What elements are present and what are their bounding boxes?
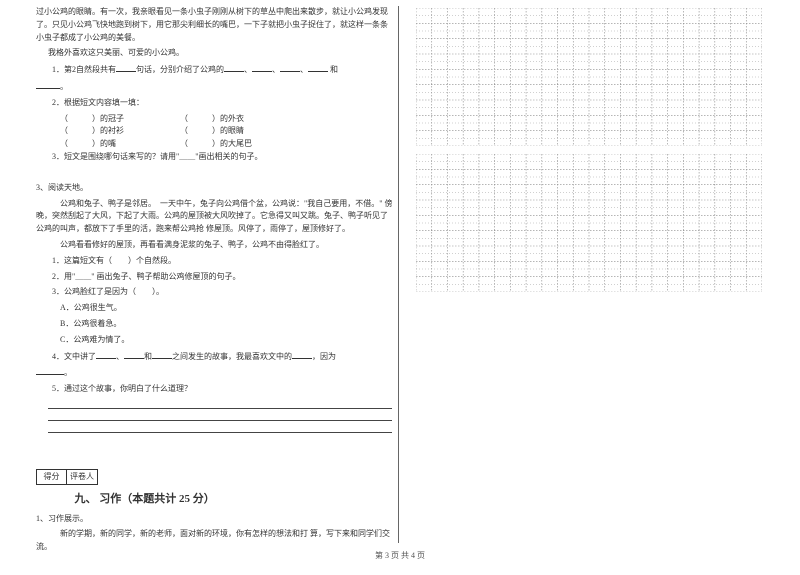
intro-para-1: 过小公鸡的眼睛。有一次，我亲眼看见一条小虫子刚刚从树下的草丛中爬出来散步，就让小… xyxy=(36,6,394,44)
column-divider xyxy=(398,6,399,543)
q2-row-2: （ ）的衬衫 （ ）的眼睛 xyxy=(60,125,394,138)
left-column: 过小公鸡的眼睛。有一次，我亲眼看见一条小虫子刚刚从树下的草丛中爬出来散步，就让小… xyxy=(36,6,394,557)
right-column xyxy=(416,6,762,557)
section-9-title: 九、 习作（本题共计 25 分） xyxy=(75,491,395,509)
sub4-mid1: 、 xyxy=(116,352,124,361)
grid-svg-2 xyxy=(416,154,762,292)
q2-row-1: （ ）的冠子 （ ）的外衣 xyxy=(60,113,394,126)
page-container: 过小公鸡的眼睛。有一次，我亲眼看见一条小虫子刚刚从树下的草丛中爬出来散步，就让小… xyxy=(0,0,800,575)
sub4-mid2: 和 xyxy=(144,352,152,361)
gap-1 xyxy=(36,167,394,182)
sub4-blank-4 xyxy=(292,350,312,359)
question-1: 1．第2自然段共有 句话，分别介绍了公鸡的 、 、 、 和 xyxy=(52,63,394,77)
intro-para-2: 我格外喜欢这只美丽、可爱的小公鸡。 xyxy=(36,47,394,60)
q1-label: 1．第2自然段共有 xyxy=(52,65,116,74)
sub4-blank-1 xyxy=(96,350,116,359)
reading-sub1: 1．这篇短文有（ ）个自然段。 xyxy=(52,255,394,268)
q1-mid: 句话，分别介绍了公鸡的 xyxy=(136,65,224,74)
sub5-line-2 xyxy=(48,411,392,421)
score-box: 得分 评卷人 xyxy=(36,469,98,485)
sub4-pre: 4．文中讲了 xyxy=(52,352,96,361)
reading-sub3-q: 3．公鸡脸红了是因为（ ）。 xyxy=(52,286,394,299)
writing-grid-1 xyxy=(416,8,762,146)
q1-blank-b xyxy=(252,63,272,72)
reading-num: 3、阅读天地。 xyxy=(36,182,394,195)
q1-and: 和 xyxy=(328,65,338,74)
q2-row-3: （ ）的嘴 （ ）的大尾巴 xyxy=(60,138,394,151)
grid-svg-1 xyxy=(416,8,762,146)
q1-sep2: 、 xyxy=(272,65,280,74)
q1-sep1: 、 xyxy=(244,65,252,74)
q2-r3-c2: （ ）的大尾巴 xyxy=(180,138,252,151)
sub4-blank-3 xyxy=(152,350,172,359)
reading-story-2: 公鸡看看修好的屋顶，再看看满身泥浆的兔子、鸭子，公鸡不由得脸红了。 xyxy=(36,239,394,252)
reading-sub4: 4．文中讲了 、 和 之间发生的故事，我最喜欢文中的 ，因为 xyxy=(52,350,394,364)
score-label-1: 得分 xyxy=(37,470,67,484)
sub4-blank-2 xyxy=(124,350,144,359)
question-3: 3．短文是围绕哪句话来写的？请用"＿＿"画出相关的句子。 xyxy=(52,151,394,164)
q1-blank-d xyxy=(308,63,328,72)
q2-r1-c2: （ ）的外衣 xyxy=(180,113,244,126)
page-footer: 第 3 页 共 4 页 xyxy=(0,550,800,561)
sub4-blank-line: 。 xyxy=(36,366,394,380)
q1-sep3: 、 xyxy=(300,65,308,74)
reading-sub3-opt-b: B．公鸡很着急。 xyxy=(60,318,394,331)
q2-r3-c1: （ ）的嘴 xyxy=(60,138,180,151)
q1-blank-c xyxy=(280,63,300,72)
q1-blank-count xyxy=(116,63,136,72)
reading-story-1: 公鸡和兔子、鸭子是邻居。 一天中午，兔子向公鸡借个盆，公鸡说："我自己要用，不借… xyxy=(36,198,394,236)
q1-blank-a xyxy=(224,63,244,72)
reading-sub3-opt-c: C．公鸡难为情了。 xyxy=(60,334,394,347)
writing-grid-2 xyxy=(416,154,762,292)
q2-r2-c2: （ ）的眼睛 xyxy=(180,125,244,138)
sub5-line-3 xyxy=(48,423,392,433)
q2-r1-c1: （ ）的冠子 xyxy=(60,113,180,126)
score-label-2: 评卷人 xyxy=(67,470,97,484)
reading-sub2: 2．用"＿＿" 画出兔子、鸭子帮助公鸡修屋顶的句子。 xyxy=(52,271,394,284)
reading-sub3-opt-a: A．公鸡很生气。 xyxy=(60,302,394,315)
q2-r2-c1: （ ）的衬衫 xyxy=(60,125,180,138)
writing-num: 1、习作展示。 xyxy=(36,513,394,526)
sub4-mid3: 之间发生的故事，我最喜欢文中的 xyxy=(172,352,292,361)
sub5-line-1 xyxy=(48,399,392,409)
sub4-tail: ，因为 xyxy=(312,352,336,361)
gap-2 xyxy=(36,435,394,455)
reading-sub5: 5．通过这个故事，你明白了什么道理？ xyxy=(52,383,394,396)
question-2-label: 2．根据短文内容填一填： xyxy=(52,97,394,110)
q1-blank-line: 。 xyxy=(36,80,394,94)
